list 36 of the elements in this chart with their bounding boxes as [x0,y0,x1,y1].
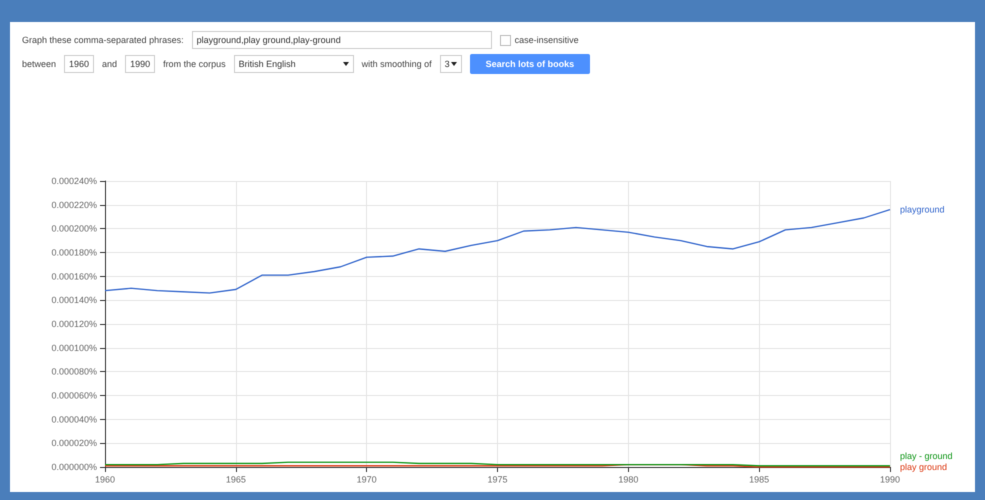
y-tick-label: 0.000140% [51,295,97,306]
text: 1960 [69,59,90,69]
text: from the corpus [163,59,226,69]
series-label: play ground [900,462,948,472]
text: and [102,59,118,69]
y-tick-label: 0.000080% [51,366,97,377]
y-tick-label: 0.000100% [51,342,97,353]
series-label: play - ground [900,450,953,461]
text: 1990 [130,59,150,69]
line-series [104,208,891,294]
x-tick-label: 1965 [226,474,246,484]
text: Graph these comma-separated phrases: [22,35,184,45]
series-label: playground [900,204,945,215]
y-tick-label: 0.000040% [51,414,97,424]
text: case-insensitive [514,34,579,46]
x-tick-label: 1975 [487,474,508,484]
text: playground,play ground,play-ground [196,35,341,45]
x-tick-label: 1980 [618,474,638,484]
y-tick-label: 0.000240% [51,176,97,186]
text: Search lots of books [470,54,590,74]
x-tick-label: 1970 [356,474,377,484]
y-tick-label: 0.000060% [51,390,97,400]
y-tick-label: 0.000220% [51,200,97,210]
x-tick-label: 1990 [880,474,900,484]
y-tick-label: 0.000000% [51,462,97,472]
text: between [22,59,56,69]
y-tick-label: 0.000180% [51,248,97,258]
y-tick-label: 0.000200% [51,224,97,234]
x-tick-label: 1985 [749,474,770,484]
y-tick-label: 0.000120% [51,319,97,329]
x-tick-label: 1960 [94,474,116,484]
text: 3 [444,59,450,69]
y-tick-label: 0.000020% [51,438,97,448]
text: with smoothing of [362,59,432,69]
y-tick-label: 0.000160% [51,271,97,282]
text: British English [238,59,296,69]
